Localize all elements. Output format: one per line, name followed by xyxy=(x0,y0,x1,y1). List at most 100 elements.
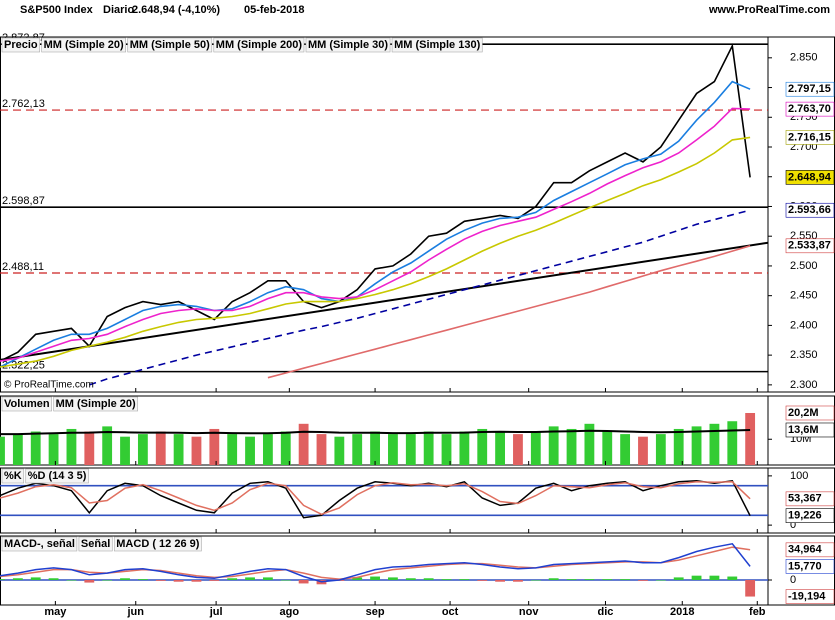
bar xyxy=(513,434,523,465)
last-value-label: 2.716,15 xyxy=(788,131,831,143)
bar xyxy=(209,428,220,465)
bar xyxy=(102,426,113,465)
bar xyxy=(173,434,184,465)
bar xyxy=(227,434,238,465)
last-value-box xyxy=(785,81,835,97)
bar xyxy=(298,423,309,465)
legend-label: %D (14 3 5) xyxy=(28,470,87,482)
bar xyxy=(584,423,595,465)
bar xyxy=(334,436,345,465)
series-line xyxy=(0,481,751,516)
bar xyxy=(84,431,95,465)
bar xyxy=(370,431,380,465)
bar xyxy=(709,575,720,580)
last-value-box xyxy=(785,170,835,185)
bar xyxy=(691,426,702,465)
bar xyxy=(673,428,684,465)
y-tick-label: 2.400 xyxy=(790,319,818,331)
bar xyxy=(548,578,559,580)
bar xyxy=(12,434,23,465)
bar xyxy=(441,579,452,580)
bar xyxy=(655,434,666,465)
bar xyxy=(66,428,77,465)
bar xyxy=(602,431,613,465)
bar xyxy=(602,579,613,580)
plot xyxy=(0,479,751,519)
x-tick-label: oct xyxy=(442,606,459,618)
trendline xyxy=(0,241,769,361)
bar xyxy=(745,579,756,597)
legend-box xyxy=(53,396,139,412)
last-value-box xyxy=(785,238,835,254)
legend-box xyxy=(305,37,391,53)
legend-label: MM (Simple 130) xyxy=(394,39,481,51)
bar xyxy=(137,434,148,465)
last-value-box xyxy=(785,508,835,523)
bar xyxy=(245,577,255,580)
bar xyxy=(405,434,416,465)
series-line xyxy=(267,245,751,379)
last-value-box xyxy=(785,130,835,145)
last-value-label: 53,367 xyxy=(788,493,822,505)
bar xyxy=(66,579,77,581)
legend-box xyxy=(78,536,113,552)
series-line xyxy=(0,479,751,519)
bar xyxy=(173,579,184,582)
x-tick-label: ago xyxy=(280,606,300,618)
x-tick-label: 2018 xyxy=(670,606,694,618)
series-line xyxy=(0,542,751,583)
bar xyxy=(280,431,291,465)
legend-box xyxy=(127,37,213,53)
bar xyxy=(548,426,559,465)
bar xyxy=(584,579,595,580)
series-line xyxy=(89,209,751,386)
bar xyxy=(370,576,380,580)
legend-label: Precio xyxy=(4,39,38,51)
legend-label: MM (Simple 200) xyxy=(216,39,303,51)
bar xyxy=(655,579,666,581)
bar xyxy=(298,579,309,584)
last-value-label: 19,226 xyxy=(788,510,822,522)
bar xyxy=(316,434,327,465)
plot xyxy=(0,412,756,465)
bar xyxy=(120,436,130,465)
legend-label: MM (Simple 20) xyxy=(56,398,136,410)
last-value-label: 2.648,94 xyxy=(788,171,832,183)
bar xyxy=(48,434,59,465)
bar xyxy=(12,578,23,580)
legend-box xyxy=(391,37,483,53)
bar xyxy=(280,579,291,581)
quote: 2.648,94 (-4,10%) xyxy=(132,4,220,16)
bar xyxy=(137,579,148,580)
bar xyxy=(388,434,398,465)
legend-label: MACD-, señal xyxy=(4,538,75,550)
bar xyxy=(477,579,488,581)
bar xyxy=(352,434,363,465)
series-line xyxy=(0,429,751,436)
series-line xyxy=(0,546,751,580)
bar xyxy=(709,423,720,465)
x-tick-label: sep xyxy=(366,606,385,618)
legend-box xyxy=(113,536,202,552)
bar xyxy=(566,428,577,465)
bar xyxy=(30,431,41,465)
bar xyxy=(620,434,631,465)
legend-label: MM (Simple 50) xyxy=(130,39,210,51)
series-line xyxy=(0,136,751,368)
y-tick-label: 100 xyxy=(790,470,808,482)
series-line xyxy=(0,43,751,362)
y-tick-label: 2.450 xyxy=(790,290,818,302)
level-label: 2.488,11 xyxy=(2,261,44,273)
bar xyxy=(84,579,95,583)
bar xyxy=(727,421,738,465)
last-value-label: 34,964 xyxy=(788,544,823,556)
level-label: 2.762,13 xyxy=(2,98,45,110)
legend-label: %K xyxy=(4,470,22,482)
date: 05-feb-2018 xyxy=(244,4,305,16)
last-value-box xyxy=(785,202,835,218)
series-line xyxy=(0,107,751,362)
bar xyxy=(30,577,41,580)
bar xyxy=(530,579,541,581)
bar xyxy=(423,578,434,580)
